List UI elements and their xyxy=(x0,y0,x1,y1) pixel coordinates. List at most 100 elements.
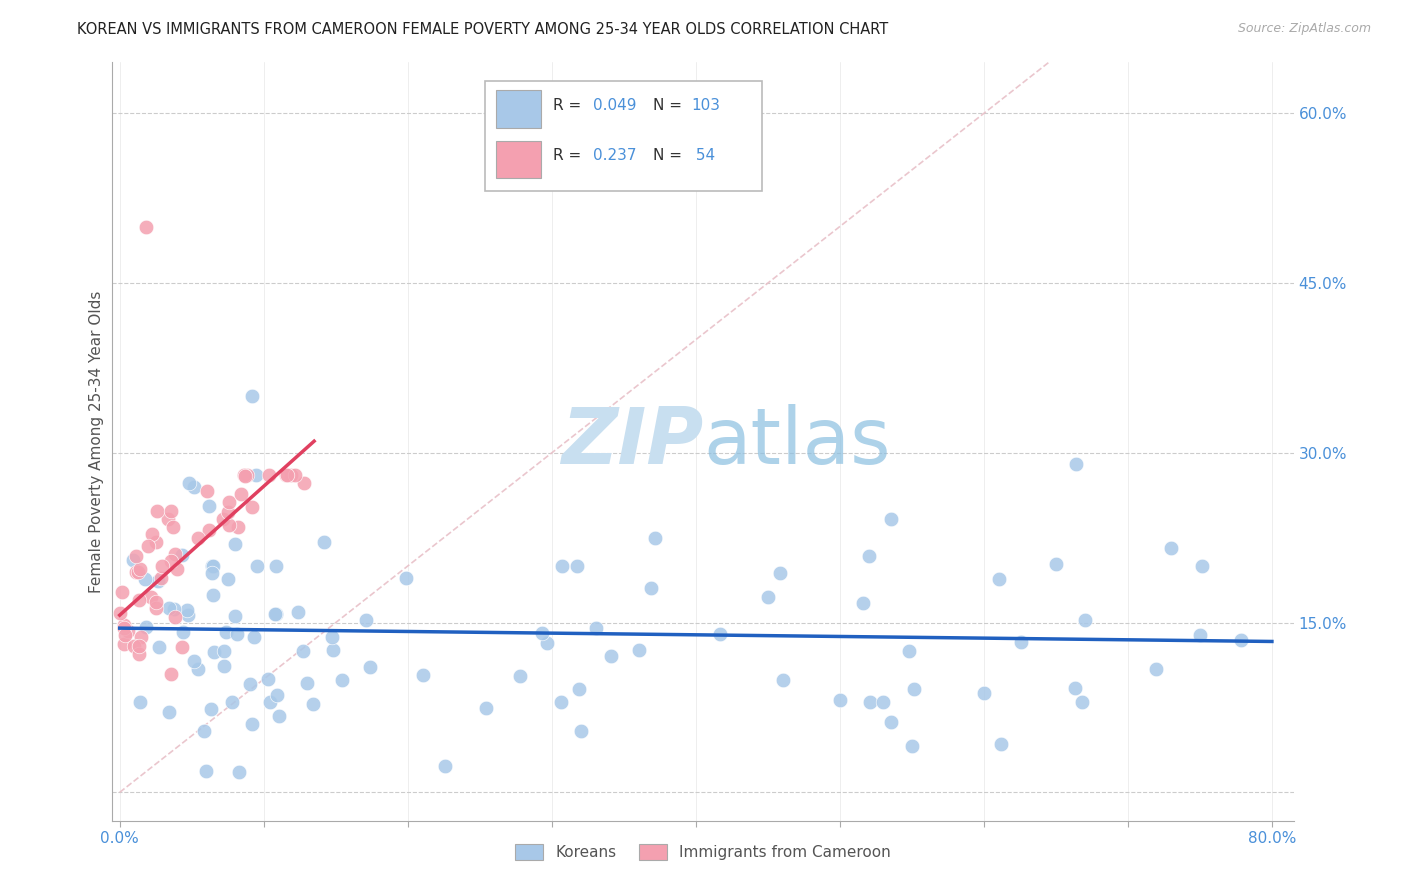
Point xyxy=(858,549,880,563)
Point xyxy=(129,561,152,575)
Point xyxy=(1066,457,1088,471)
Point xyxy=(585,621,607,635)
Point xyxy=(321,630,343,644)
Point xyxy=(226,519,249,533)
Point xyxy=(157,601,180,615)
Point xyxy=(112,621,135,635)
Point xyxy=(295,676,318,690)
Point xyxy=(112,637,135,651)
Point xyxy=(146,574,169,588)
Point xyxy=(202,559,225,574)
Point xyxy=(187,531,209,545)
Point xyxy=(897,644,920,658)
Point xyxy=(852,596,875,610)
Point xyxy=(121,553,143,567)
Point xyxy=(1073,613,1095,627)
Point xyxy=(412,668,434,682)
Point xyxy=(280,468,302,483)
Point xyxy=(245,468,267,483)
Text: Source: ZipAtlas.com: Source: ZipAtlas.com xyxy=(1237,22,1371,36)
Point xyxy=(475,701,498,715)
Point xyxy=(114,628,136,642)
Point xyxy=(198,499,221,513)
Point xyxy=(135,620,157,634)
Point xyxy=(218,518,240,533)
Point xyxy=(149,571,172,585)
Point xyxy=(292,475,315,490)
Point xyxy=(229,486,252,500)
Point xyxy=(1010,635,1032,649)
Point xyxy=(292,644,315,658)
Point xyxy=(242,500,264,515)
FancyBboxPatch shape xyxy=(485,81,762,191)
Point xyxy=(165,610,187,624)
FancyBboxPatch shape xyxy=(496,141,541,178)
Point xyxy=(172,640,194,654)
Point xyxy=(243,630,266,644)
Point xyxy=(322,642,344,657)
Point xyxy=(128,639,150,653)
Text: 54: 54 xyxy=(692,148,716,163)
Point xyxy=(859,695,882,709)
Point xyxy=(183,480,205,494)
Point xyxy=(259,695,281,709)
Point xyxy=(901,739,924,753)
Point xyxy=(201,559,224,574)
Point xyxy=(880,714,903,729)
Point xyxy=(256,672,278,686)
Point xyxy=(264,559,287,574)
Point xyxy=(135,219,157,234)
Point xyxy=(217,505,239,519)
Point xyxy=(550,559,572,574)
Point xyxy=(139,590,162,604)
Point xyxy=(879,511,901,525)
Point xyxy=(141,527,163,541)
Point xyxy=(128,695,150,709)
Point xyxy=(226,626,249,640)
Point xyxy=(176,603,198,617)
Point xyxy=(201,589,224,603)
Point xyxy=(162,520,184,534)
Point xyxy=(301,698,323,712)
Point xyxy=(128,648,150,662)
Point xyxy=(127,565,149,579)
Point xyxy=(134,573,156,587)
Point xyxy=(224,608,246,623)
Text: 0.049: 0.049 xyxy=(593,98,637,113)
Point xyxy=(204,645,226,659)
Point xyxy=(200,702,222,716)
Point xyxy=(312,535,335,549)
Point xyxy=(550,695,572,709)
Point xyxy=(217,572,239,586)
Point xyxy=(644,531,666,545)
Point xyxy=(434,759,457,773)
Point xyxy=(240,717,263,731)
Point xyxy=(179,476,201,491)
Point xyxy=(903,682,925,697)
Y-axis label: Female Poverty Among 25-34 Year Olds: Female Poverty Among 25-34 Year Olds xyxy=(89,291,104,592)
Point xyxy=(160,666,183,681)
Point xyxy=(1191,559,1213,574)
Point xyxy=(640,581,662,595)
Point xyxy=(157,705,180,719)
Point xyxy=(156,512,179,526)
Point xyxy=(146,504,169,518)
Point xyxy=(233,469,256,483)
Point xyxy=(1188,628,1211,642)
Text: 103: 103 xyxy=(692,98,720,113)
Point xyxy=(136,539,159,553)
Point xyxy=(150,559,173,574)
Point xyxy=(568,681,591,696)
Point xyxy=(193,723,215,738)
Point xyxy=(111,585,134,599)
Point xyxy=(508,669,530,683)
Point xyxy=(240,389,263,403)
Point xyxy=(1229,632,1251,647)
Point xyxy=(163,601,186,615)
Point xyxy=(274,468,297,483)
Point xyxy=(359,659,381,673)
Point xyxy=(221,695,243,709)
Point xyxy=(236,468,259,483)
Point xyxy=(187,662,209,676)
Point xyxy=(122,639,145,653)
